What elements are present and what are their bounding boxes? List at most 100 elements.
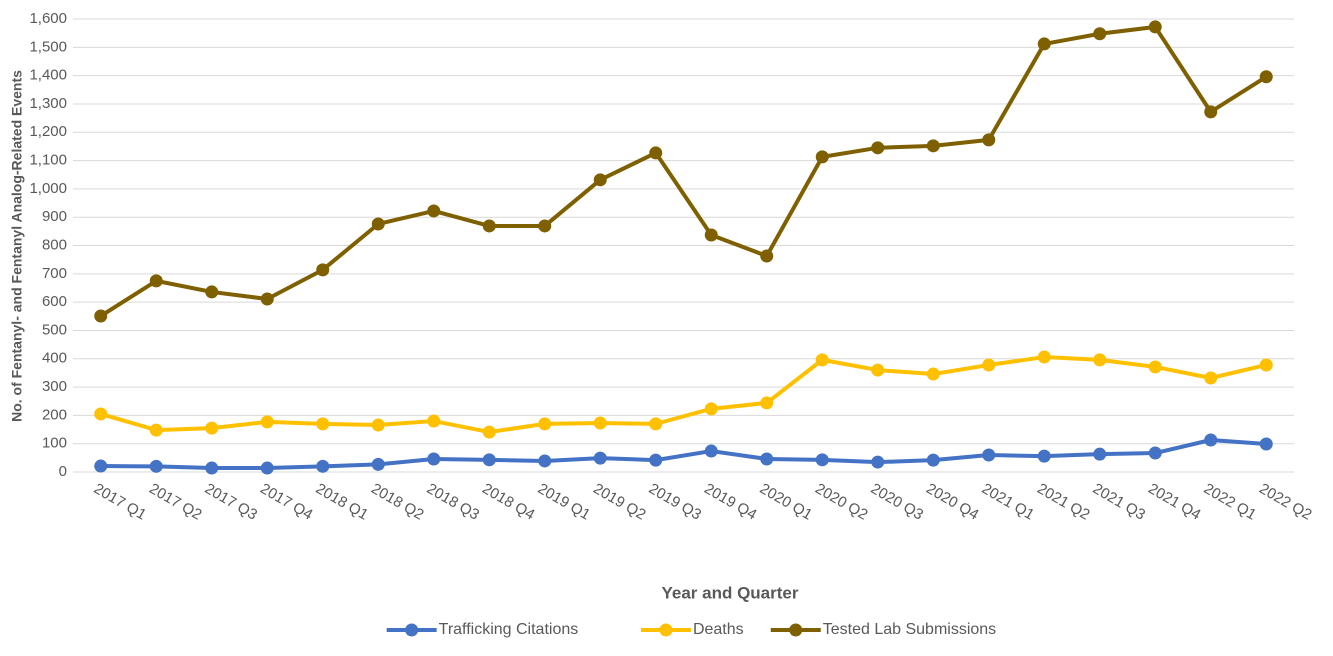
y-tick-label: 1,600 [29,10,67,27]
y-tick-label: 1,000 [29,180,67,197]
point [1259,437,1273,451]
point [482,425,496,439]
y-tick-label: 1,500 [29,38,67,55]
point [1204,433,1218,447]
y-tick-label: 400 [42,350,67,367]
point [1037,350,1051,364]
point [149,459,163,473]
x-tick-label: 2022 Q2 [1256,480,1314,523]
point [1148,20,1162,34]
legend-label: Tested Lab Submissions [823,621,996,638]
x-tick-label: 2018 Q4 [479,480,537,523]
x-tick-label: 2018 Q3 [424,480,482,523]
point [482,219,496,233]
point [260,292,274,306]
legend-marker [405,623,419,637]
point [371,217,385,231]
point [926,367,940,381]
x-tick-label: 2018 Q1 [313,480,371,523]
x-tick-label: 2017 Q1 [91,480,149,523]
point [982,133,996,147]
point [649,417,663,431]
x-tick-label: 2017 Q3 [202,480,260,523]
point [1093,353,1107,367]
point [926,139,940,153]
point [704,402,718,416]
y-tick-label: 800 [42,236,67,253]
x-tick-label: 2020 Q1 [757,480,815,523]
x-tick-label: 2017 Q2 [146,480,204,523]
x-axis-title: Year and Quarter [661,583,798,602]
legend-marker [789,623,803,637]
point [1259,70,1273,84]
y-tick-label: 100 [42,435,67,452]
x-tick-label: 2019 Q3 [646,480,704,523]
y-axis-title: No. of Fentanyl- and Fentanyl Analog-Rel… [9,70,25,422]
point [482,453,496,467]
point [815,453,829,467]
point [1037,37,1051,51]
point [815,150,829,164]
point [760,452,774,466]
y-tick-label: 500 [42,321,67,338]
point [94,309,108,323]
y-tick-label: 1,200 [29,123,67,140]
point [1093,447,1107,461]
point [94,407,108,421]
point [649,146,663,160]
point [427,414,441,428]
x-tick-label: 2022 Q1 [1201,480,1259,523]
point [1037,449,1051,463]
point [1148,360,1162,374]
x-tick-label: 2019 Q4 [701,480,759,523]
x-tick-label: 2020 Q2 [812,480,870,523]
point [760,249,774,263]
x-tick-label: 2021 Q4 [1145,480,1203,523]
x-tick-label: 2021 Q3 [1090,480,1148,523]
point [815,353,829,367]
point [871,363,885,377]
point [205,421,219,435]
point [427,204,441,218]
point [593,173,607,187]
point [593,451,607,465]
point [316,459,330,473]
series-line [100,355,1267,435]
point [871,455,885,469]
y-tick-label: 300 [42,378,67,395]
point [205,285,219,299]
point [427,452,441,466]
point [260,461,274,475]
point [982,358,996,372]
point [94,459,108,473]
point [538,417,552,431]
point [371,457,385,471]
point [1204,371,1218,385]
point [538,454,552,468]
point [704,444,718,458]
legend-label: Deaths [693,621,744,638]
point [1093,27,1107,41]
point [704,228,718,242]
point [982,448,996,462]
x-tick-label: 2017 Q4 [257,480,315,523]
x-tick-label: 2019 Q2 [590,480,648,523]
x-tick-label: 2021 Q2 [1034,480,1092,523]
x-tick-label: 2018 Q2 [368,480,426,523]
x-tick-label: 2020 Q4 [923,480,981,523]
point [371,418,385,432]
y-tick-label: 900 [42,208,67,225]
x-tick-label: 2020 Q3 [868,480,926,523]
point [871,141,885,155]
y-tick-label: 1,300 [29,95,67,112]
point [1148,446,1162,460]
point [1259,358,1273,372]
point [316,417,330,431]
y-tick-label: 600 [42,293,67,310]
point [149,423,163,437]
x-tick-label: 2019 Q1 [535,480,593,523]
y-tick-label: 1,100 [29,152,67,169]
point [1204,105,1218,119]
point [205,461,219,475]
